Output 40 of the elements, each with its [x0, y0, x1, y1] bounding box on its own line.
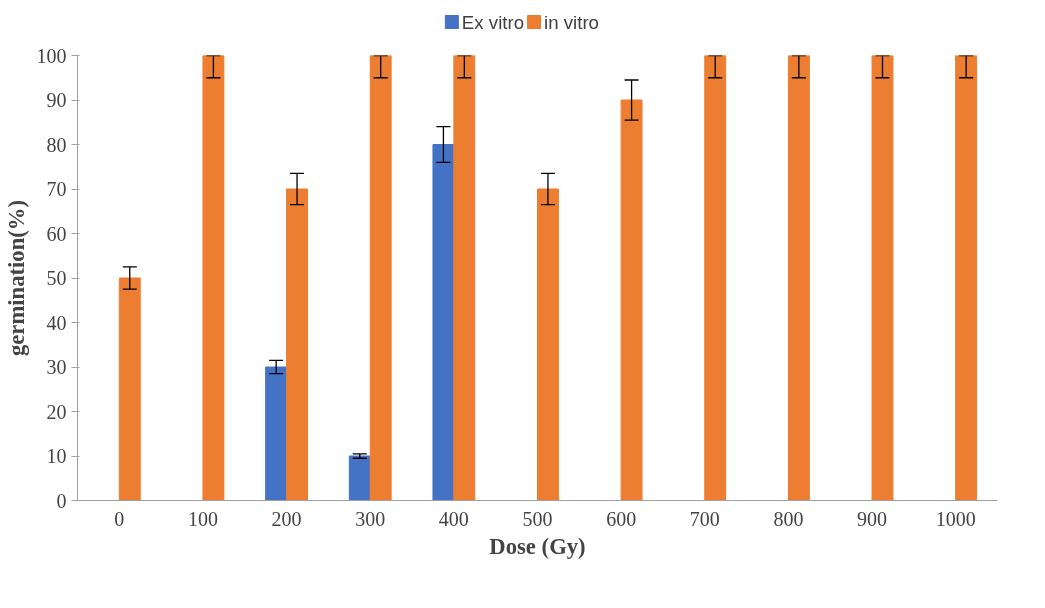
bar	[537, 188, 559, 501]
y-tick-label: 70	[46, 178, 67, 200]
bar	[118, 277, 141, 501]
bar	[955, 55, 978, 501]
y-tick-label: 10	[46, 445, 67, 467]
y-tick-label: 90	[46, 89, 67, 111]
y-tick-label: 30	[46, 356, 67, 378]
bar	[348, 455, 371, 501]
y-axis-title: germination(%)	[3, 199, 29, 357]
y-tick-label: 40	[46, 311, 67, 334]
bar	[286, 188, 308, 501]
bar	[704, 55, 727, 501]
y-tick-label: 100	[36, 44, 67, 67]
bar	[453, 55, 476, 501]
bar	[202, 55, 225, 501]
bar	[369, 55, 392, 501]
x-tick-label: 500	[522, 507, 553, 530]
x-tick-label: 100	[187, 507, 218, 530]
legend-label: Ex vitro	[461, 11, 525, 33]
y-tick-label: 20	[46, 400, 67, 423]
bar	[787, 55, 810, 501]
bar	[265, 366, 288, 501]
bar	[871, 55, 894, 501]
x-axis-title: Dose (Gy)	[489, 533, 586, 559]
x-tick-label: 900	[857, 507, 888, 530]
y-tick-label: 60	[46, 222, 67, 245]
bar	[432, 144, 455, 501]
bar	[620, 99, 643, 501]
y-tick-label: 80	[46, 133, 67, 156]
x-tick-label: 400	[438, 507, 469, 530]
y-tick-label: 50	[46, 267, 67, 289]
y-tick-label: 0	[56, 489, 67, 512]
legend-label: in vitro	[544, 11, 599, 33]
x-tick-label: 0	[114, 507, 125, 530]
x-tick-label: 1000	[935, 507, 976, 530]
x-tick-label: 300	[355, 507, 386, 530]
x-tick-label: 600	[606, 507, 637, 530]
x-tick-label: 700	[689, 507, 720, 530]
x-tick-label: 200	[271, 507, 302, 530]
x-tick-label: 800	[773, 507, 804, 530]
